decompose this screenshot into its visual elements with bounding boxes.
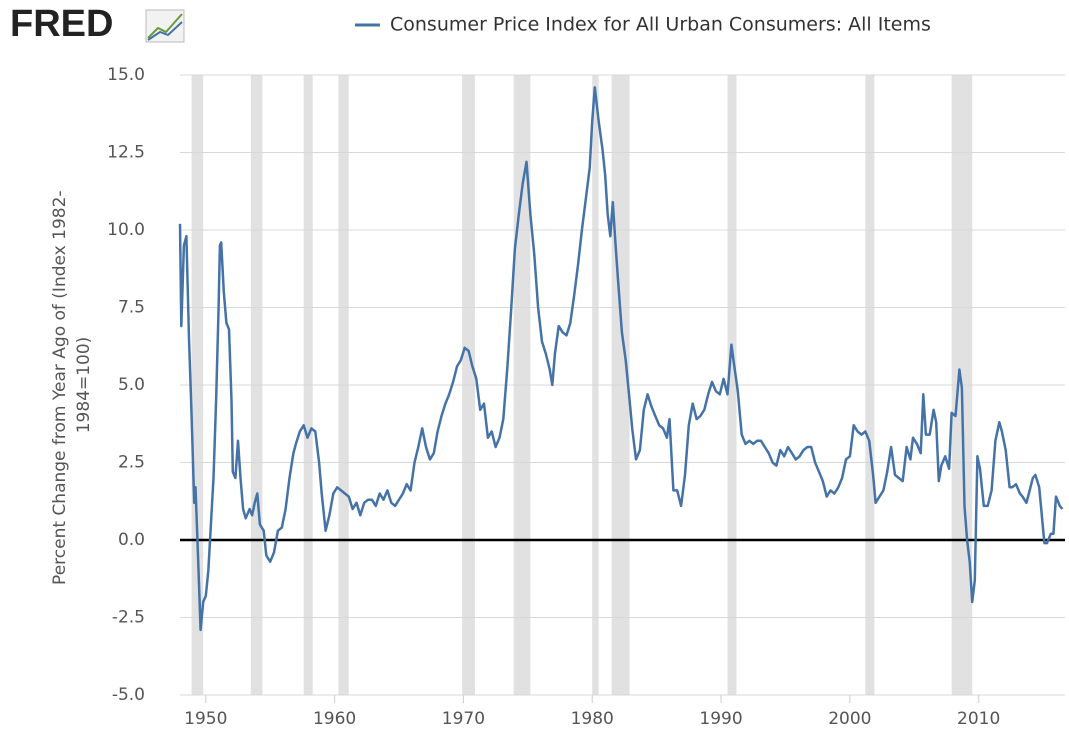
y-tick-label: 10.0 [107,220,145,240]
legend-label: Consumer Price Index for All Urban Consu… [390,14,931,36]
y-tick-label: 0.0 [118,530,145,550]
y-tick-label: 2.5 [118,453,145,473]
x-tick-label: 1970 [442,709,485,729]
y-tick-label: 15.0 [107,65,145,85]
x-tick-label: 1990 [699,709,742,729]
y-axis-label: Percent Change from Year Ago of (Index 1… [50,185,94,585]
y-tick-label: 5.0 [118,375,145,395]
x-tick-label: 2010 [957,709,1000,729]
y-tick-label: -2.5 [112,608,145,628]
logo-icon [145,9,185,43]
y-axis-label-line: 1984=100) [74,337,94,434]
x-tick-label: 1950 [184,709,227,729]
x-tick-label: 1960 [313,709,356,729]
y-tick-label: 7.5 [118,298,145,318]
y-axis-label-line: Percent Change from Year Ago of (Index 1… [50,190,70,584]
x-tick-label: 1980 [571,709,614,729]
y-tick-label: 12.5 [107,143,145,163]
data-line [178,86,1064,632]
y-tick-label: -5.0 [112,685,145,705]
logo: FRED [10,3,113,45]
x-tick-label: 2000 [828,709,871,729]
